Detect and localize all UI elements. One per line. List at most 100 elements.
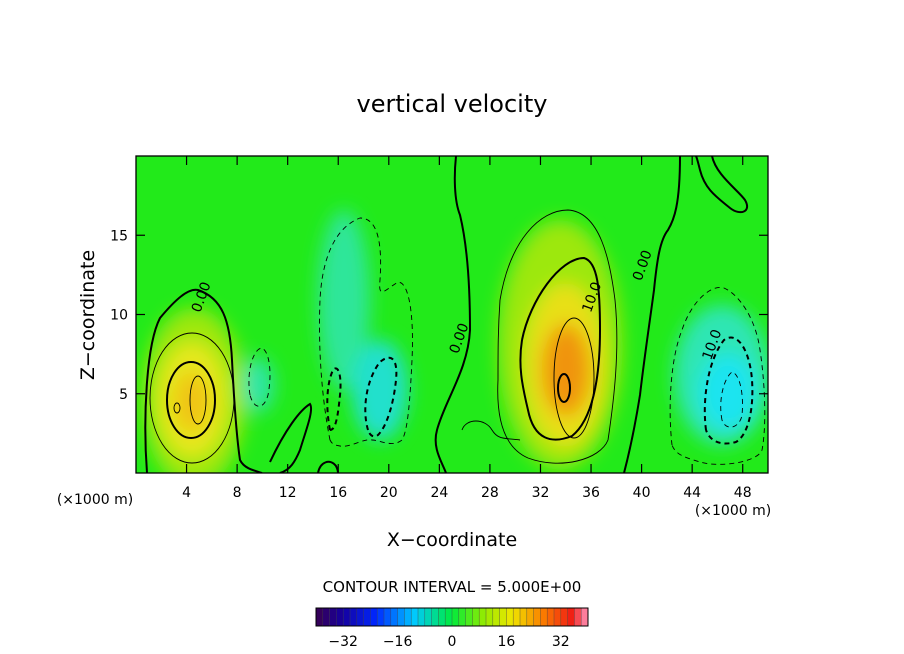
colorbar-swatch (533, 608, 541, 626)
colorbar-swatch (499, 608, 507, 626)
colorbar-swatch (486, 608, 494, 626)
colorbar-swatch (452, 608, 460, 626)
colorbar-swatch (424, 608, 432, 626)
colorbar-swatch (363, 608, 371, 626)
colorbar (315, 607, 589, 627)
contour-center-15 (553, 317, 595, 439)
colorbar-swatch (431, 608, 439, 626)
contour-left-5 (149, 332, 235, 464)
colorbar-swatch (377, 608, 385, 626)
contour-center-10 (519, 256, 602, 441)
colorbar-swatch (547, 608, 555, 626)
zero-contour-thin-left (269, 402, 312, 473)
colorbar-swatch (581, 608, 589, 626)
colorbar-swatch (418, 608, 426, 626)
colorbar-swatch (472, 608, 480, 626)
downdraft-small (242, 357, 274, 413)
contour-right-neg5 (669, 286, 766, 465)
x-tick-label: 8 (233, 485, 242, 501)
x-tick-label: 20 (380, 485, 398, 501)
colorbar-swatch (356, 608, 364, 626)
x-tick-label: 36 (582, 485, 600, 501)
colorbar-swatch (458, 608, 466, 626)
colorbar-swatch (370, 608, 378, 626)
x-unit-left: (×1000 m) (57, 492, 133, 508)
contour-mid-neg5 (319, 217, 413, 447)
colorbar-swatch (445, 608, 453, 626)
x-tick-label: 24 (430, 485, 448, 501)
colorbar-swatch (554, 608, 562, 626)
contour-right-neg15 (720, 371, 743, 428)
colorbar-swatch (411, 608, 419, 626)
colorbar-swatch (404, 608, 412, 626)
x-tick-label: 32 (532, 485, 550, 501)
contour-center-5 (497, 209, 618, 464)
x-tick-label: 16 (329, 485, 347, 501)
negative-contours (248, 217, 766, 465)
contour-left-10 (166, 361, 216, 439)
chart-title: vertical velocity (357, 90, 548, 118)
colorbar-swatch (438, 608, 446, 626)
y-axis-label: Z−coordinate (77, 250, 99, 380)
x-ticks: 4 8 12 16 20 24 28 32 36 40 44 48 (182, 156, 752, 501)
y-tick-label: 15 (110, 228, 128, 244)
contour-right-neg10 (703, 336, 754, 445)
x-tick-label: 4 (182, 485, 191, 501)
x-tick-label: 40 (633, 485, 651, 501)
colorbar-swatch (384, 608, 392, 626)
contour-left-15 (189, 375, 207, 425)
colorbar-swatch (560, 608, 568, 626)
x-tick-label: 12 (279, 485, 297, 501)
colorbar-swatch (329, 608, 337, 626)
colorbar-swatch (322, 608, 330, 626)
colorbar-swatch (492, 608, 500, 626)
contour-left-20 (173, 402, 181, 414)
zero-contour-left (144, 288, 263, 473)
contour-mid-neg10b (364, 356, 398, 438)
contour-center-20 (557, 373, 571, 403)
colorbar-tick-label: 16 (497, 634, 515, 650)
colorbar-swatch (336, 608, 344, 626)
colorbar-swatch (479, 608, 487, 626)
contour-interval-text: CONTOUR INTERVAL = 5.000E+00 (323, 578, 582, 596)
x-axis-label: X−coordinate (387, 529, 517, 551)
colorbar-swatch (390, 608, 398, 626)
colorbar-tick-label: −16 (383, 634, 413, 650)
colorbar-swatch (540, 608, 548, 626)
colorbar-swatch (513, 608, 521, 626)
colorbar-swatch (343, 608, 351, 626)
updraft-center-core (542, 324, 590, 416)
colorbar-swatch (506, 608, 514, 626)
y-tick-label: 5 (119, 387, 128, 403)
colorbar-tick-label: 32 (552, 634, 570, 650)
contour-lines (144, 156, 766, 473)
updraft-left-core (174, 372, 210, 432)
y-tick-label: 10 (110, 308, 128, 324)
colorbar-tick-label: −32 (328, 634, 358, 650)
x-tick-label: 44 (683, 485, 701, 501)
downdraft-mid-lower (352, 340, 408, 440)
colorbar-swatch (574, 608, 582, 626)
x-unit-right: (×1000 m) (695, 503, 771, 519)
zero-contour-center (434, 156, 472, 473)
colorbar-ticks: −32 −16 0 16 32 (328, 634, 569, 650)
colorbar-swatch (526, 608, 534, 626)
contour-mid-neg10a (326, 367, 342, 431)
y-ticks: 5 10 15 (110, 228, 768, 403)
colorbar-swatch (316, 608, 324, 626)
downdraft-right-core (700, 354, 756, 430)
contour-center-low (461, 420, 521, 441)
colorbar-swatch (350, 608, 358, 626)
downdraft-mid-upper (318, 210, 370, 390)
x-tick-label: 48 (734, 485, 752, 501)
zero-contour-center-right (623, 156, 681, 473)
colorbar-frame (315, 607, 589, 627)
x-tick-label: 28 (481, 485, 499, 501)
colorbar-swatch (465, 608, 473, 626)
colorbar-swatch (397, 608, 405, 626)
colorbar-tick-label: 0 (448, 634, 457, 650)
colorbar-swatch (567, 608, 575, 626)
colorbar-swatch (520, 608, 528, 626)
